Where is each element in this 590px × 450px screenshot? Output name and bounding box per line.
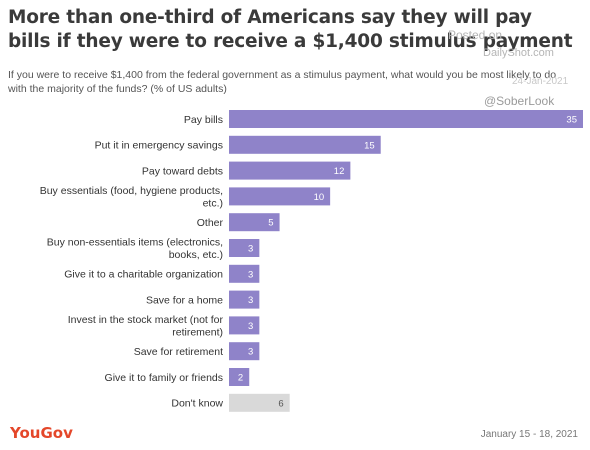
bar-1: [229, 135, 381, 154]
category-label-5: Buy non-essentials items (electronics, bo…: [47, 237, 223, 261]
category-label-1: Put it in emergency savings: [95, 140, 223, 152]
value-label-9: 3: [248, 347, 253, 358]
value-label-6: 3: [248, 269, 253, 280]
category-label-11: Don't know: [171, 398, 223, 410]
bar-11: [229, 393, 290, 412]
category-label-8: Invest in the stock market (not for retir…: [68, 314, 224, 339]
category-label-6: Give it to a charitable organization: [64, 269, 223, 281]
watermark-posted: Posted on: [448, 28, 503, 42]
chart-title: More than one-third of Americans say the…: [8, 7, 573, 52]
value-label-5: 3: [248, 244, 253, 255]
value-label-8: 3: [248, 321, 253, 332]
category-label-3: Buy essentials (food, hygiene products, e…: [40, 185, 223, 210]
value-label-4: 5: [268, 218, 273, 229]
watermark-date: 24-Jan-2021: [512, 76, 569, 87]
yougov-logo: YouGov: [10, 424, 73, 442]
watermark-handle: @SoberLook: [484, 94, 555, 108]
value-label-7: 3: [248, 295, 253, 306]
value-label-1: 15: [364, 140, 375, 151]
bar-10: [229, 368, 250, 386]
category-label-0: Pay bills: [184, 114, 223, 126]
category-label-7: Save for a home: [146, 294, 223, 306]
value-label-2: 12: [334, 166, 345, 177]
bar-9: [229, 342, 260, 361]
value-label-3: 10: [314, 192, 325, 203]
category-label-4: Other: [197, 217, 224, 229]
bar-4: [229, 213, 280, 232]
bar-0: [229, 110, 583, 128]
bar-3: [229, 187, 331, 206]
bar-8: [229, 316, 260, 335]
watermark-site: DailyShot.com: [483, 47, 554, 59]
bar-6: [229, 264, 260, 283]
chart-subtitle: If you were to receive $1,400 from the f…: [8, 69, 557, 95]
value-label-0: 35: [566, 115, 577, 126]
value-label-11: 6: [278, 398, 283, 409]
category-label-2: Pay toward debts: [142, 165, 223, 177]
bar-7: [229, 290, 260, 309]
category-label-10: Give it to family or friends: [105, 372, 223, 384]
value-label-10: 2: [238, 373, 243, 384]
bar-2: [229, 161, 351, 180]
bar-5: [229, 239, 260, 257]
category-label-9: Save for retirement: [134, 346, 223, 358]
fieldwork-dates: January 15 - 18, 2021: [480, 429, 578, 440]
